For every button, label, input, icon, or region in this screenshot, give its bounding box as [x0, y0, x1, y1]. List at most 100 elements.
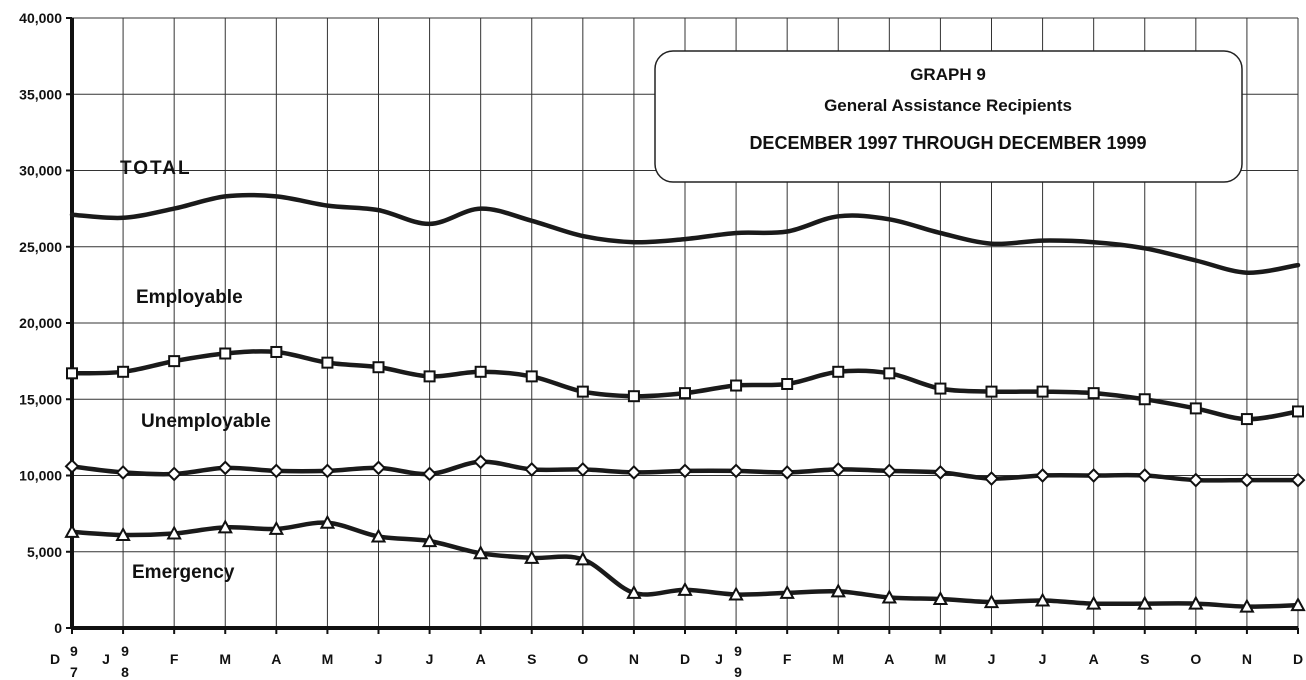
data-point-emergency — [983, 593, 1000, 609]
data-point-employable — [1138, 393, 1151, 406]
x-tick-label: A — [1089, 651, 1099, 667]
chart-title-line-2: General Assistance Recipients — [824, 96, 1072, 115]
x-tick-year-digit: 7 — [70, 664, 78, 680]
data-point-emergency — [728, 586, 744, 601]
data-point-emergency — [1034, 592, 1051, 607]
data-point-employable — [985, 385, 998, 398]
data-point-employable — [1189, 402, 1202, 415]
x-tick-label: M — [832, 651, 844, 667]
data-point-unemployable — [64, 458, 80, 474]
data-point-employable — [117, 365, 130, 378]
data-point-employable — [321, 356, 334, 369]
x-axis-tick-labels: D 97J 98F M A M J J A S O N D J 99F M A M J J A S O N D — [50, 643, 1303, 680]
x-tick-label: M — [935, 651, 947, 667]
series-label-employable: Employable — [136, 287, 243, 308]
x-tick-label: S — [1140, 651, 1149, 667]
x-tick-label: M — [322, 651, 334, 667]
data-point-unemployable — [1239, 472, 1255, 488]
data-point-employable — [423, 370, 436, 383]
data-point-emergency — [932, 590, 949, 606]
x-tick-label: N — [1242, 651, 1252, 667]
x-tick-label: J — [375, 651, 383, 667]
x-tick-label: A — [476, 651, 486, 667]
data-point-emergency — [1239, 598, 1255, 613]
series-labels: TOTAL Employable Unemployable Emergency — [120, 158, 271, 583]
x-tick-label: D — [680, 651, 690, 667]
x-tick-label: M — [219, 651, 231, 667]
data-point-employable — [372, 361, 385, 374]
data-point-emergency — [115, 526, 131, 541]
x-tick-label: J — [102, 651, 110, 667]
x-tick-label: J — [1039, 651, 1047, 667]
data-point-emergency — [1188, 595, 1204, 610]
y-axis-tick-labels: 0 5,000 10,000 15,000 20,000 25,000 30,000 35,0… — [19, 10, 62, 636]
data-point-employable — [883, 367, 896, 380]
x-tick-label: A — [884, 651, 894, 667]
data-point-employable — [832, 365, 845, 378]
x-tick-label: N — [629, 651, 639, 667]
x-tick-label: J — [988, 651, 996, 667]
data-point-unemployable — [371, 460, 386, 476]
data-point-unemployable — [1188, 472, 1204, 488]
series-label-emergency: Emergency — [132, 562, 235, 583]
y-tick-label: 15,000 — [19, 391, 62, 407]
data-point-unemployable — [779, 465, 795, 480]
title-box-frame — [654, 50, 1243, 183]
data-point-emergency — [217, 519, 233, 534]
data-point-emergency — [1085, 595, 1102, 610]
y-tick-label: 10,000 — [19, 468, 62, 484]
data-point-emergency — [64, 523, 80, 538]
data-point-unemployable — [115, 465, 131, 480]
series-label-unemployable: Unemployable — [141, 411, 271, 432]
y-tick-label: 35,000 — [19, 86, 62, 102]
data-point-employable — [1036, 385, 1049, 398]
data-point-employable — [679, 387, 691, 400]
data-point-unemployable — [1290, 472, 1306, 488]
x-tick-label: J — [426, 651, 434, 667]
x-tick-year-digit: 8 — [121, 664, 129, 680]
data-point-employable — [627, 390, 640, 403]
data-point-emergency — [626, 584, 642, 599]
data-point-employable — [1240, 413, 1253, 426]
data-point-employable — [525, 370, 538, 383]
data-point-emergency — [1290, 597, 1306, 612]
data-point-emergency — [524, 549, 540, 564]
y-tick-label: 0 — [54, 620, 62, 636]
chart-title-line-1: GRAPH 9 — [910, 65, 986, 84]
data-point-unemployable — [473, 454, 489, 470]
series-label-total: TOTAL — [120, 158, 192, 179]
data-point-unemployable — [575, 461, 591, 477]
data-point-unemployable — [524, 461, 540, 477]
x-tick-label: S — [527, 651, 536, 667]
data-point-emergency — [881, 589, 898, 604]
data-point-emergency — [1137, 595, 1153, 610]
data-point-employable — [934, 382, 947, 395]
data-point-emergency — [370, 528, 387, 543]
chart-title-line-3: DECEMBER 1997 THROUGH DECEMBER 1999 — [749, 133, 1146, 153]
data-point-employable — [474, 365, 487, 378]
data-point-emergency — [166, 525, 182, 540]
y-tick-label: 30,000 — [19, 163, 62, 179]
x-tick-label: F — [783, 651, 792, 667]
data-point-emergency — [575, 551, 591, 566]
data-point-unemployable — [422, 466, 437, 482]
x-tick-year-digit: 9 — [734, 664, 742, 680]
data-point-unemployable — [728, 463, 744, 479]
data-point-unemployable — [217, 460, 233, 476]
data-point-unemployable — [1086, 468, 1102, 483]
data-point-unemployable — [268, 463, 284, 479]
data-point-employable — [730, 379, 743, 392]
y-tick-label: 20,000 — [19, 315, 62, 331]
x-tick-label: D — [1293, 651, 1303, 667]
data-point-employable — [168, 355, 181, 368]
data-point-employable — [576, 385, 589, 398]
data-point-unemployable — [1137, 468, 1153, 483]
series-line-total — [69, 192, 1301, 275]
x-tick-label: D — [50, 651, 60, 667]
x-tick-label: J — [715, 651, 723, 667]
data-point-emergency — [472, 545, 489, 560]
data-point-unemployable — [320, 463, 335, 479]
data-point-unemployable — [677, 463, 693, 479]
data-point-unemployable — [984, 471, 999, 486]
